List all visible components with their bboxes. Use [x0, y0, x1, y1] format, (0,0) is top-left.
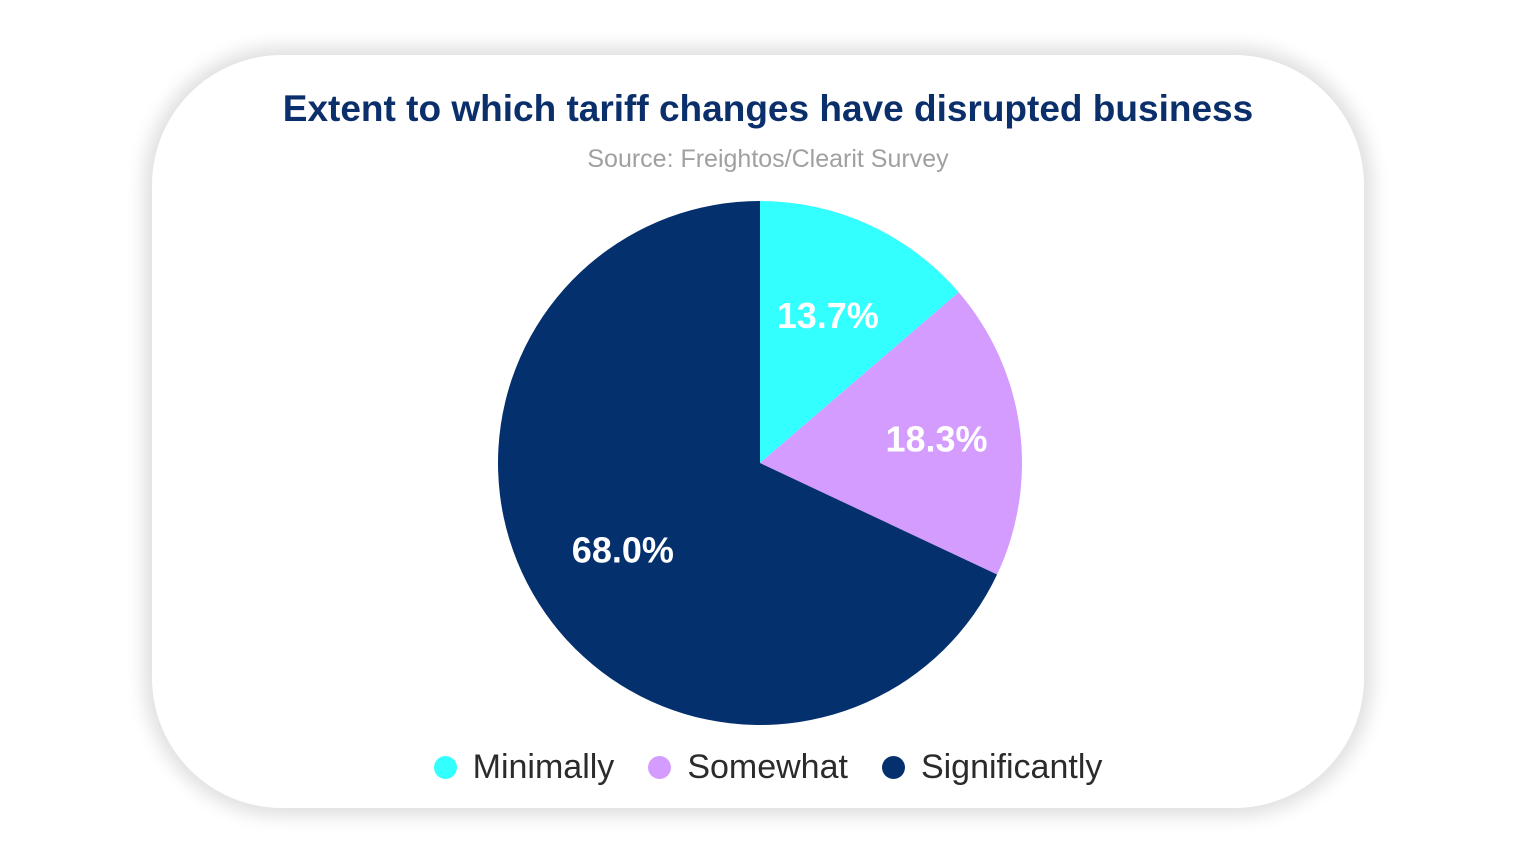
legend-label-significantly: Significantly [920, 748, 1103, 786]
chart-subtitle: Source: Freightos/Clearit Survey [587, 145, 949, 173]
legend-swatch-significantly [881, 756, 905, 779]
legend-swatch-minimally [433, 756, 457, 779]
pie-slice-significantly [498, 201, 998, 726]
legend-swatch-somewhat [648, 756, 672, 779]
pie-slice-somewhat [760, 292, 1022, 575]
pie-slice-minimally [760, 201, 959, 463]
legend-label-minimally: Minimally [472, 748, 615, 786]
legend-item-significantly: Significantly [881, 748, 1103, 787]
legend-item-minimally: Minimally [433, 748, 615, 787]
chart-legend: Minimally Somewhat Significantly [0, 748, 1536, 787]
pie-label-somewhat: 18.3% [885, 419, 987, 460]
pie-label-minimally: 13.7% [777, 295, 879, 336]
legend-label-somewhat: Somewhat [687, 748, 848, 786]
pie-label-significantly: 68.0% [572, 530, 674, 571]
chart-title: Extent to which tariff changes have disr… [282, 88, 1254, 129]
legend-item-somewhat: Somewhat [648, 748, 848, 787]
